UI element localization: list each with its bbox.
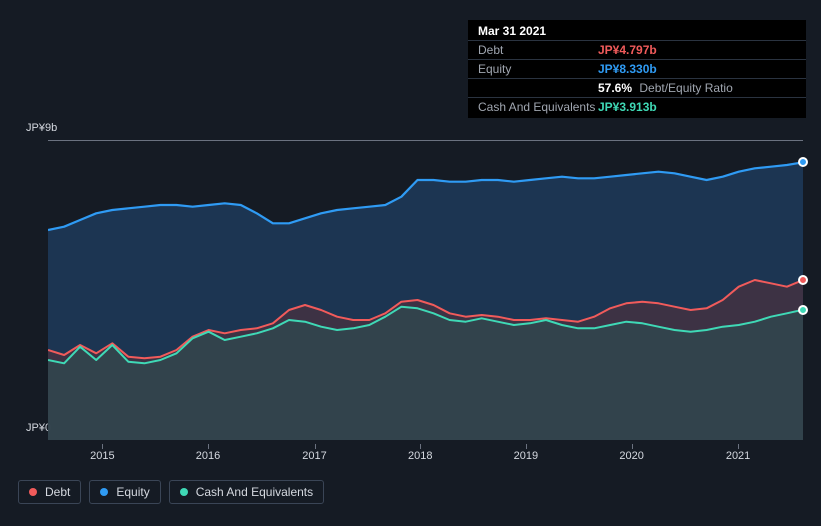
xaxis-tickmark — [102, 444, 103, 449]
series-end-marker — [798, 305, 808, 315]
xaxis-label: 2017 — [302, 450, 326, 462]
tooltip-label: Cash And Equivalents — [478, 100, 598, 114]
legend: Debt Equity Cash And Equivalents — [18, 480, 324, 504]
xaxis-label: 2020 — [619, 450, 643, 462]
tooltip-label: Debt — [478, 43, 598, 57]
xaxis-tickmark — [526, 444, 527, 449]
xaxis-tickmark — [738, 444, 739, 449]
yaxis-top-label: JP¥9b — [26, 122, 57, 134]
legend-dot-icon — [100, 488, 108, 496]
legend-label: Debt — [45, 485, 70, 499]
tooltip-value: JP¥3.913b — [598, 100, 657, 114]
xaxis: 2015 2016 2017 2018 2019 2020 2021 — [48, 444, 803, 464]
tooltip-row-cash: Cash And Equivalents JP¥3.913b — [468, 98, 806, 116]
tooltip-extra: Debt/Equity Ratio — [639, 81, 732, 95]
xaxis-tickmark — [315, 444, 316, 449]
chart-plot[interactable] — [48, 140, 803, 440]
chart-top-line — [48, 140, 803, 141]
tooltip-label — [478, 81, 598, 95]
legend-item[interactable]: Equity — [89, 480, 160, 504]
xaxis-label: 2021 — [726, 450, 750, 462]
tooltip-row-equity: Equity JP¥8.330b — [468, 60, 806, 79]
tooltip-value: 57.6% — [598, 81, 632, 95]
xaxis-tickmark — [208, 444, 209, 449]
tooltip-row-debt: Debt JP¥4.797b — [468, 41, 806, 60]
tooltip-label: Equity — [478, 62, 598, 76]
legend-label: Cash And Equivalents — [196, 485, 313, 499]
chart-svg — [48, 140, 803, 440]
xaxis-label: 2016 — [196, 450, 220, 462]
legend-dot-icon — [180, 488, 188, 496]
tooltip-value: JP¥8.330b — [598, 62, 657, 76]
xaxis-tickmark — [420, 444, 421, 449]
legend-item[interactable]: Cash And Equivalents — [169, 480, 324, 504]
series-end-marker — [798, 275, 808, 285]
tooltip-date: Mar 31 2021 — [478, 24, 546, 38]
legend-dot-icon — [29, 488, 37, 496]
tooltip-value: JP¥4.797b — [598, 43, 657, 57]
xaxis-tickmark — [632, 444, 633, 449]
series-end-marker — [798, 157, 808, 167]
xaxis-label: 2019 — [514, 450, 538, 462]
tooltip-date-row: Mar 31 2021 — [468, 22, 806, 41]
xaxis-label: 2015 — [90, 450, 114, 462]
legend-item[interactable]: Debt — [18, 480, 81, 504]
xaxis-label: 2018 — [408, 450, 432, 462]
tooltip-row-ratio: 57.6% Debt/Equity Ratio — [468, 79, 806, 98]
chart-tooltip: Mar 31 2021 Debt JP¥4.797b Equity JP¥8.3… — [468, 20, 806, 118]
legend-label: Equity — [116, 485, 149, 499]
